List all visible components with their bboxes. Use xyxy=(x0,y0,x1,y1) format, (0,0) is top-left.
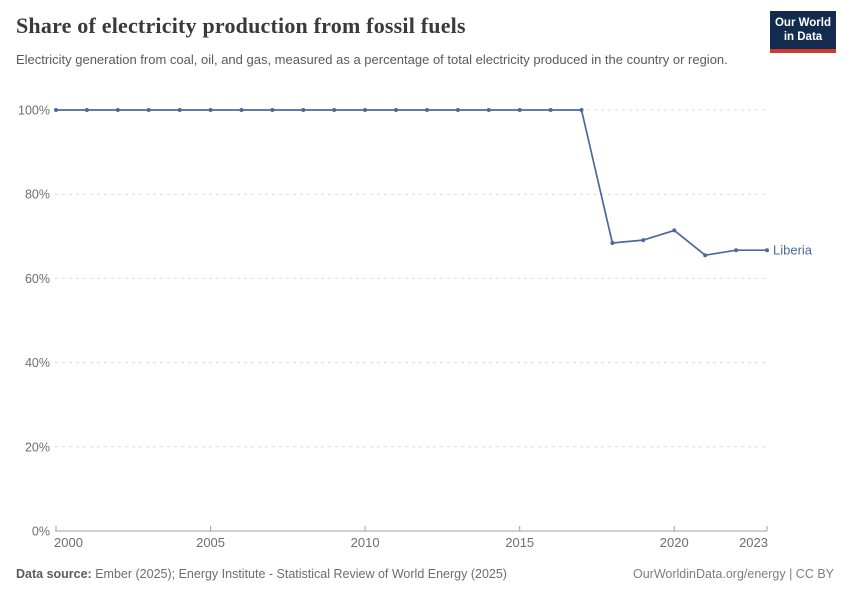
data-point[interactable] xyxy=(455,108,460,112)
data-point[interactable] xyxy=(115,108,120,112)
y-tick-label: 0% xyxy=(32,525,50,539)
data-source-label: Data source: xyxy=(16,567,92,581)
data-point[interactable] xyxy=(332,108,337,112)
page-title: Share of electricity production from fos… xyxy=(16,13,466,38)
data-point[interactable] xyxy=(394,108,398,112)
x-tick-label: 2015 xyxy=(505,535,534,550)
y-tick-label: 40% xyxy=(25,356,50,370)
series-line[interactable] xyxy=(56,109,767,257)
data-source: Data source: Ember (2025); Energy Instit… xyxy=(16,567,507,581)
data-point[interactable] xyxy=(579,108,584,112)
data-point[interactable] xyxy=(641,238,646,243)
owid-logo-line1: Our World xyxy=(774,17,831,29)
series-markers[interactable] xyxy=(54,108,769,258)
data-point[interactable] xyxy=(672,228,677,233)
x-tick-label: 2023 xyxy=(739,535,768,550)
y-tick-label: 80% xyxy=(25,188,50,202)
data-point[interactable] xyxy=(363,108,368,112)
footer-credit-link[interactable]: OurWorldinData.org/energy | CC BY xyxy=(632,567,834,581)
data-point[interactable] xyxy=(54,108,58,112)
data-point[interactable] xyxy=(270,108,275,112)
x-axis-ticks: 2000 2005 2010 2015 2020 2023 xyxy=(54,526,768,550)
data-point[interactable] xyxy=(703,253,708,258)
y-axis-tick-labels: 0% 20% 40% 60% 80% 100% xyxy=(18,104,50,539)
data-point[interactable] xyxy=(177,108,182,112)
data-point[interactable] xyxy=(425,108,429,112)
data-point[interactable] xyxy=(517,108,522,112)
x-tick-label: 2005 xyxy=(196,535,225,550)
data-source-text: Ember (2025); Energy Institute - Statist… xyxy=(91,567,507,581)
data-point[interactable] xyxy=(208,108,213,112)
chart-footer: Data source: Ember (2025); Energy Instit… xyxy=(16,567,834,581)
x-tick-label: 2020 xyxy=(660,535,689,550)
data-point[interactable] xyxy=(548,108,553,112)
x-tick-label: 2000 xyxy=(54,535,83,550)
owid-logo-line2: in Data xyxy=(783,31,823,44)
entity-label[interactable]: Liberia xyxy=(773,243,813,258)
data-point[interactable] xyxy=(301,108,306,112)
data-point[interactable] xyxy=(765,248,769,253)
data-point[interactable] xyxy=(239,108,244,112)
owid-logo[interactable]: Our World in Data xyxy=(770,11,836,53)
y-tick-label: 60% xyxy=(25,272,50,286)
data-point[interactable] xyxy=(84,108,89,112)
y-tick-label: 20% xyxy=(25,440,50,454)
x-tick-label: 2010 xyxy=(351,535,380,550)
data-point[interactable] xyxy=(734,248,739,253)
gridlines xyxy=(55,109,767,532)
data-point[interactable] xyxy=(610,241,615,245)
data-point[interactable] xyxy=(486,108,491,112)
chart-subtitle: Electricity generation from coal, oil, a… xyxy=(16,52,728,67)
y-tick-label: 100% xyxy=(18,104,50,118)
data-point[interactable] xyxy=(146,108,151,112)
